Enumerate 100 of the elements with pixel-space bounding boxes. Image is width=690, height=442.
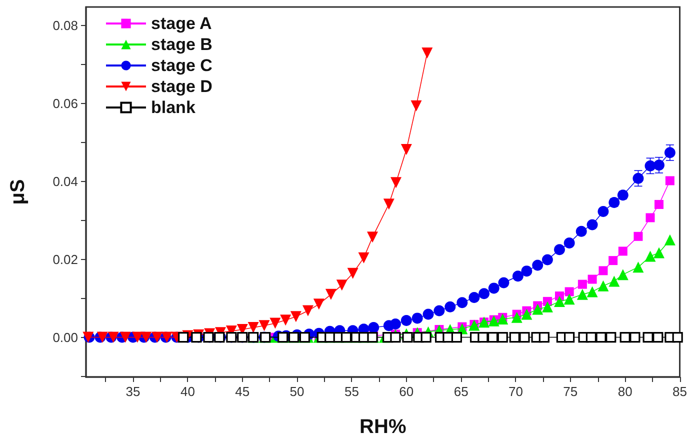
point xyxy=(497,332,508,343)
point xyxy=(588,274,597,284)
legend-label: stage C xyxy=(151,56,212,75)
point xyxy=(410,100,422,112)
point xyxy=(576,288,588,300)
point xyxy=(434,305,445,316)
point xyxy=(270,318,281,329)
point xyxy=(542,254,553,266)
point xyxy=(325,288,336,300)
y-tick-label: 0.06 xyxy=(52,96,78,112)
point xyxy=(420,332,432,343)
point xyxy=(598,206,609,217)
point xyxy=(586,286,598,298)
point xyxy=(340,332,352,343)
point xyxy=(654,200,664,209)
point xyxy=(578,280,587,289)
point xyxy=(665,176,674,186)
point xyxy=(608,276,620,287)
point xyxy=(132,332,143,343)
point xyxy=(618,246,628,256)
point xyxy=(497,313,508,324)
point xyxy=(248,322,259,334)
point xyxy=(383,198,394,210)
point xyxy=(451,332,462,343)
point xyxy=(596,332,606,343)
point xyxy=(532,260,544,271)
x-tick-label: 70 xyxy=(508,384,523,399)
x-tick-label: 65 xyxy=(454,384,468,399)
x-tick-label: 40 xyxy=(180,384,195,399)
point xyxy=(542,301,553,312)
point xyxy=(191,332,202,343)
point xyxy=(313,298,324,310)
point xyxy=(654,160,664,171)
x-tick-label: 55 xyxy=(344,384,359,399)
y-tick-label: 0.02 xyxy=(52,252,78,267)
point xyxy=(576,226,587,237)
point xyxy=(564,287,574,296)
point xyxy=(532,304,544,315)
point xyxy=(444,301,456,312)
point xyxy=(478,288,490,300)
point xyxy=(487,332,498,343)
point xyxy=(634,232,643,241)
point xyxy=(456,297,468,308)
point xyxy=(564,238,575,249)
point xyxy=(521,308,532,320)
point xyxy=(632,262,644,273)
point xyxy=(290,311,302,322)
point xyxy=(554,296,565,307)
point xyxy=(488,282,500,294)
y-tick-label: 0.00 xyxy=(52,330,78,345)
x-axis-title: RH% xyxy=(360,416,406,438)
legend-label: stage D xyxy=(151,77,212,96)
point xyxy=(646,213,655,222)
point xyxy=(358,252,370,264)
point xyxy=(652,332,664,343)
legend-label: stage A xyxy=(151,14,212,33)
point xyxy=(644,250,656,262)
point xyxy=(412,312,423,324)
point xyxy=(620,332,630,343)
x-tick-label: 80 xyxy=(618,384,632,399)
x-tick-label: 45 xyxy=(235,384,250,399)
point xyxy=(498,277,510,288)
legend-label: blank xyxy=(151,98,196,117)
point xyxy=(653,247,664,258)
point xyxy=(664,147,676,158)
point xyxy=(512,270,524,282)
point xyxy=(390,332,401,343)
point xyxy=(140,332,152,343)
point xyxy=(390,318,401,330)
point xyxy=(400,315,412,326)
x-tick-label: 35 xyxy=(126,384,140,399)
point xyxy=(642,332,654,343)
x-tick-label: 75 xyxy=(563,384,578,399)
point xyxy=(120,332,131,343)
point xyxy=(422,308,434,320)
point xyxy=(586,332,596,343)
point xyxy=(390,177,402,188)
point xyxy=(564,294,575,305)
point xyxy=(586,219,598,230)
x-tick-label: 85 xyxy=(672,384,688,399)
point xyxy=(598,266,608,276)
point xyxy=(538,332,550,343)
point xyxy=(598,280,609,292)
point xyxy=(368,322,380,334)
point xyxy=(630,332,640,343)
point xyxy=(632,172,644,184)
point xyxy=(564,332,575,343)
point xyxy=(521,266,532,277)
point xyxy=(302,305,314,316)
point xyxy=(664,234,676,246)
legend-label: stage B xyxy=(151,35,212,54)
point xyxy=(400,144,412,156)
point xyxy=(554,244,565,256)
y-tick-label: 0.04 xyxy=(52,174,78,189)
point xyxy=(478,332,488,343)
point xyxy=(617,269,628,280)
x-tick-label: 60 xyxy=(399,384,414,399)
point xyxy=(178,332,189,343)
x-tick-label: 50 xyxy=(290,384,304,399)
point xyxy=(280,314,292,326)
